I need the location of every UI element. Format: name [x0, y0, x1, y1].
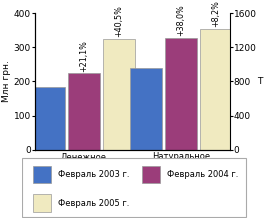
Bar	[165, 38, 197, 150]
Text: Февраль 2004 г.: Февраль 2004 г.	[167, 170, 238, 179]
Y-axis label: Млн грн.: Млн грн.	[2, 61, 11, 102]
Text: +40,5%: +40,5%	[114, 6, 123, 37]
Text: Февраль 2003 г.: Февраль 2003 г.	[58, 170, 129, 179]
Text: +8,2%: +8,2%	[211, 0, 220, 27]
Bar	[200, 29, 232, 150]
Bar	[68, 73, 100, 150]
FancyBboxPatch shape	[22, 158, 246, 217]
Bar	[33, 86, 65, 150]
Bar	[103, 39, 135, 150]
Text: +38,0%: +38,0%	[176, 5, 185, 36]
Bar	[130, 68, 162, 150]
Text: +21,1%: +21,1%	[79, 40, 88, 72]
Bar	[33, 194, 51, 212]
Text: Февраль 2005 г.: Февраль 2005 г.	[58, 198, 129, 207]
Bar	[33, 166, 51, 183]
Y-axis label: Т: Т	[257, 77, 262, 86]
Bar	[142, 166, 160, 183]
